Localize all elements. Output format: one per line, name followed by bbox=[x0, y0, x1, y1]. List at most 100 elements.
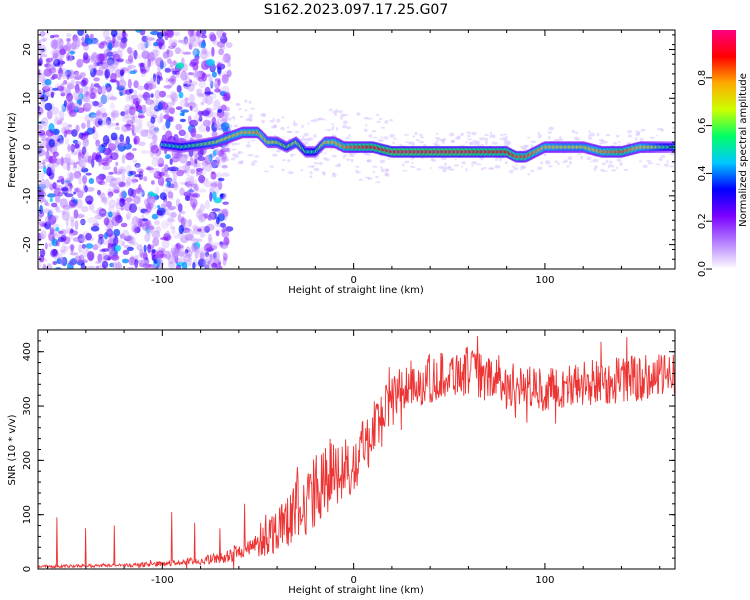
spectrogram-cell bbox=[203, 243, 213, 253]
spectrogram-cell bbox=[220, 122, 230, 132]
spectrogram-cell bbox=[286, 130, 293, 133]
spectrogram-cell bbox=[183, 83, 192, 87]
spectrogram-xtick-label: -100 bbox=[151, 275, 174, 286]
spectrogram-cell bbox=[211, 112, 218, 118]
spectrogram-cell bbox=[141, 35, 148, 42]
spectrogram-cell bbox=[194, 238, 203, 243]
spectrogram-cell bbox=[167, 191, 174, 199]
spectrogram-cell bbox=[444, 162, 447, 167]
spectrogram-cell bbox=[173, 179, 177, 189]
spectrogram-cell bbox=[173, 31, 181, 36]
spectrogram-cell bbox=[217, 66, 222, 75]
spectrogram-cell bbox=[127, 46, 132, 55]
spectrogram-cell bbox=[132, 132, 137, 136]
spectrogram-cell bbox=[254, 155, 259, 158]
spectrogram-cell bbox=[571, 129, 576, 134]
spectrogram-cell bbox=[188, 39, 194, 50]
spectrogram-cell bbox=[131, 174, 137, 185]
spectrogram-cell bbox=[194, 185, 199, 192]
spectrogram-cell bbox=[56, 37, 64, 43]
spectrogram-cell bbox=[133, 195, 141, 205]
spectrogram-cell bbox=[187, 178, 194, 185]
spectrogram-cell bbox=[38, 172, 45, 179]
spectrogram-cell bbox=[638, 160, 643, 163]
spectrogram-cell bbox=[180, 216, 185, 226]
snr-ytick-label: 400 bbox=[22, 342, 33, 361]
spectrogram-cell bbox=[658, 157, 663, 162]
spectrogram-cell bbox=[120, 111, 126, 117]
spectrogram-cell bbox=[97, 253, 103, 263]
spectrogram-cell bbox=[203, 254, 210, 261]
spectrogram-cell bbox=[61, 157, 71, 164]
spectrogram-cell bbox=[208, 77, 213, 83]
spectrogram-cell bbox=[186, 189, 196, 194]
spectrogram-cell bbox=[141, 190, 145, 197]
spectrogram-cell bbox=[331, 125, 335, 129]
spectrogram-cell bbox=[449, 132, 455, 137]
spectrogram-cell bbox=[42, 159, 46, 168]
spectrogram-cell bbox=[198, 80, 206, 89]
spectrogram-cell bbox=[209, 191, 213, 202]
spectrogram-cell bbox=[226, 69, 232, 78]
spectrogram-cell bbox=[133, 49, 138, 60]
spectrogram-cell bbox=[156, 250, 164, 259]
spectrogram-cell bbox=[165, 200, 172, 208]
spectrogram-cell bbox=[48, 62, 54, 69]
spectrogram-cell bbox=[211, 159, 219, 169]
spectrogram-cell bbox=[61, 211, 70, 221]
spectrogram-cell bbox=[412, 135, 415, 138]
spectrogram-cell bbox=[60, 229, 67, 236]
spectrogram-cell bbox=[109, 102, 116, 110]
spectrogram-cell bbox=[211, 117, 217, 125]
spectrogram-cell bbox=[156, 210, 164, 216]
spectrogram-cell bbox=[616, 158, 622, 162]
spectrogram-cell bbox=[189, 168, 196, 175]
spectrogram-cell bbox=[53, 52, 58, 59]
spectrogram-cell bbox=[221, 38, 228, 43]
spectrogram-cell bbox=[100, 252, 109, 261]
spectrogram-cell bbox=[205, 260, 213, 269]
spectrogram-cell bbox=[82, 31, 88, 36]
spectrogram-cell bbox=[119, 197, 125, 208]
spectrogram-cell bbox=[70, 42, 77, 50]
spectrogram-cell bbox=[434, 137, 440, 139]
spectrogram-cell bbox=[133, 255, 141, 259]
spectrogram-cell bbox=[247, 153, 254, 157]
spectrogram-cell bbox=[148, 130, 156, 135]
spectrogram-cell bbox=[81, 132, 90, 136]
spectrogram-cell bbox=[193, 244, 200, 251]
spectrogram-cell bbox=[38, 106, 44, 116]
spectrogram-cell bbox=[100, 85, 107, 95]
spectrogram-cell bbox=[188, 189, 194, 193]
spectrogram-cell bbox=[184, 97, 189, 102]
spectrogram-cell bbox=[147, 224, 155, 233]
spectrogram-cell bbox=[53, 233, 62, 238]
spectrogram-cell bbox=[191, 162, 200, 168]
spectrogram-cell bbox=[387, 157, 390, 160]
spectrogram-cell bbox=[204, 164, 213, 172]
spectrogram-cell bbox=[577, 153, 582, 155]
spectrogram-cell bbox=[69, 228, 74, 234]
spectrogram-cell bbox=[562, 160, 567, 164]
spectrogram-cell bbox=[119, 233, 126, 239]
spectrogram-cell bbox=[115, 61, 120, 65]
spectrogram-cell bbox=[88, 64, 94, 73]
spectrogram-ytick-label: 0 bbox=[22, 144, 33, 150]
spectrogram-cell bbox=[58, 110, 65, 119]
spectrogram-cell bbox=[62, 210, 66, 216]
spectrogram-cell bbox=[98, 233, 104, 239]
spectrogram-cell bbox=[155, 126, 160, 134]
spectrogram-cell bbox=[84, 151, 89, 158]
spectrogram-cell bbox=[331, 123, 335, 125]
spectrogram-cell bbox=[172, 252, 178, 261]
colorbar-tick-label: 0.2 bbox=[697, 213, 708, 229]
spectrogram-cell bbox=[222, 156, 227, 161]
spectrogram-cell bbox=[213, 99, 221, 110]
spectrogram-cell bbox=[189, 175, 195, 186]
spectrogram-cell bbox=[73, 191, 77, 195]
spectrogram-cell bbox=[184, 161, 190, 172]
spectrogram-cell bbox=[210, 80, 214, 89]
spectrogram-cell bbox=[384, 172, 390, 177]
spectrogram-cell bbox=[151, 230, 161, 239]
spectrogram-cell bbox=[70, 219, 75, 228]
